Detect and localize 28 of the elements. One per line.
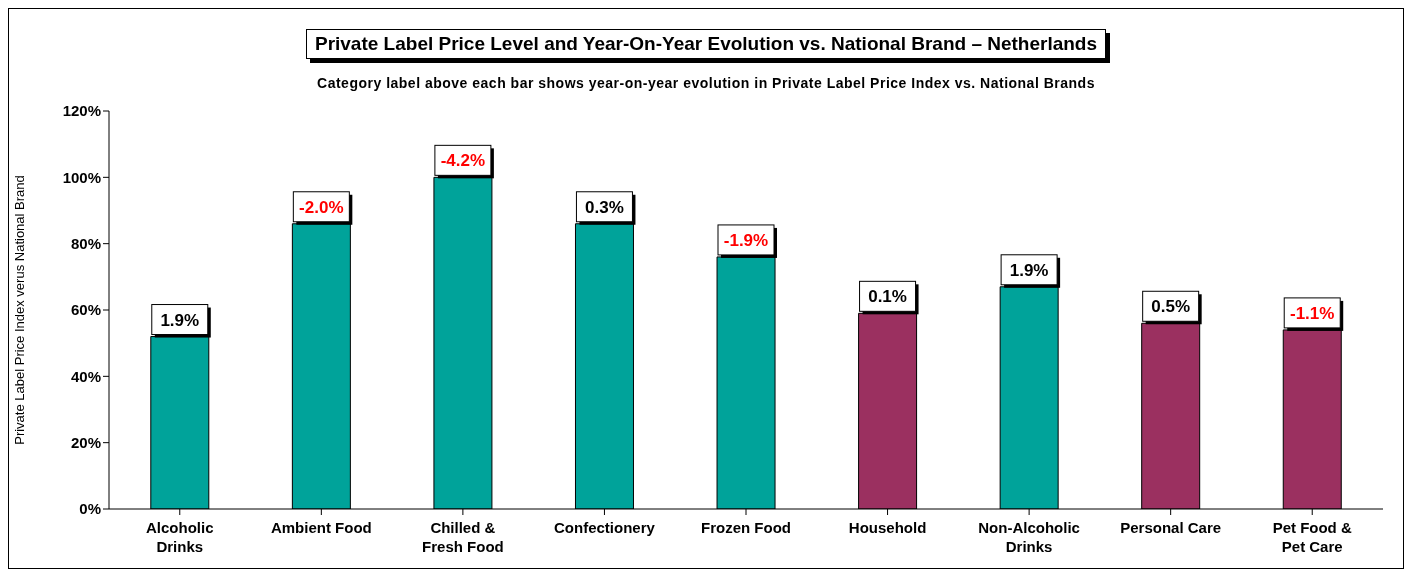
chart-title: Private Label Price Level and Year-On-Year Evolution vs. National Brand – Netherlands: [305, 29, 1107, 59]
chart-subtitle: Category label above each bar shows year-on-year evolution in Private Label Price Index vs. National Brands: [316, 75, 1096, 91]
annotation: -4.2%: [440, 151, 486, 171]
annotation: -2.0%: [299, 197, 344, 217]
x-tick-label: Household: [848, 519, 927, 536]
annotation: 1.9%: [160, 310, 200, 330]
annotation: 0.5%: [1151, 297, 1191, 317]
y-tick-label: 120%: [62, 102, 101, 120]
y-tick-label: 80%: [70, 234, 101, 252]
annotation: 0.3%: [585, 197, 624, 217]
annotation: 1.9%: [1009, 260, 1049, 280]
y-tick-label: 0%: [79, 500, 101, 518]
x-tick-label: Alcoholic Drinks: [146, 519, 214, 555]
y-tick-label: 40%: [70, 367, 101, 385]
y-tick-label: 100%: [62, 168, 101, 186]
annotation: 0.1%: [868, 287, 907, 307]
y-tick-label: 60%: [70, 301, 101, 319]
x-tick-label: Confectionery: [554, 519, 656, 536]
x-tick-label: Frozen Food: [701, 519, 791, 536]
y-tick-label: 20%: [70, 433, 101, 451]
y-axis-title: Private Label Price Index verus National Brand: [11, 175, 27, 445]
annotation: -1.9%: [723, 230, 769, 250]
x-tick-label: Ambient Food: [270, 519, 372, 536]
x-tick-label: Non-Alcoholic Drinks: [978, 519, 1080, 555]
annotation: -1.1%: [1290, 303, 1335, 323]
x-tick-label: Personal Care: [1120, 519, 1222, 536]
x-tick-label: Chilled & Fresh Food: [422, 519, 504, 555]
x-tick-label: Pet Food & Pet Care: [1272, 519, 1352, 555]
